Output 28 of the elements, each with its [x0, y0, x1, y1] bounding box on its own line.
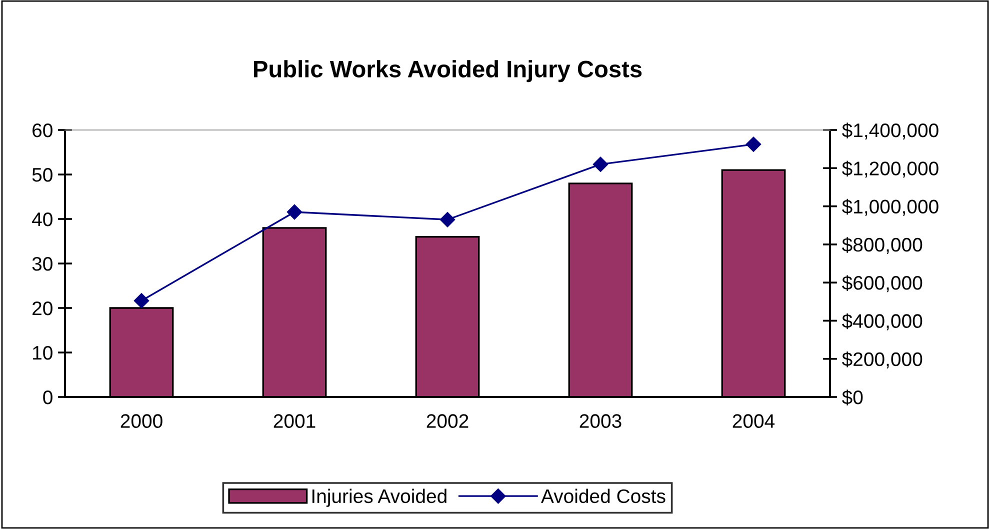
y-tick-label: 60 [32, 123, 52, 138]
y2-tick-label: $200,000 [842, 352, 922, 368]
y2-tick-label: $1,000,000 [842, 198, 938, 216]
point [440, 212, 456, 228]
x-tick-label: 2001 [274, 414, 316, 428]
point [286, 204, 302, 220]
x-tick-label: 2004 [732, 414, 775, 428]
legend-label: Avoided Costs [540, 488, 666, 504]
y2-tick-label: $600,000 [842, 275, 922, 292]
point [134, 293, 150, 308]
x-tick-label: 2002 [426, 414, 468, 428]
y2-tick-label: $1,200,000 [842, 160, 938, 178]
y-tick-label: 30 [32, 256, 52, 271]
legend-label: Injuries Avoided [312, 488, 446, 507]
y2-tick-label: $1,400,000 [842, 122, 938, 140]
x-tick-label: 2000 [120, 414, 162, 428]
y2-tick-label: $400,000 [842, 313, 922, 330]
point [592, 156, 608, 172]
y2-tick-label: $800,000 [842, 237, 922, 254]
point [746, 136, 762, 152]
x-tick-label: 2003 [580, 414, 622, 428]
y-tick-label: 40 [32, 212, 52, 226]
chart-title: Public Works Avoided Injury Costs [254, 60, 642, 82]
y-tick-label: 10 [33, 346, 52, 360]
y-tick-label: 20 [32, 301, 52, 316]
y-tick-label: 50 [32, 168, 52, 182]
y2-tick-label: $0 [842, 390, 863, 406]
y-tick-label: 0 [43, 390, 52, 404]
